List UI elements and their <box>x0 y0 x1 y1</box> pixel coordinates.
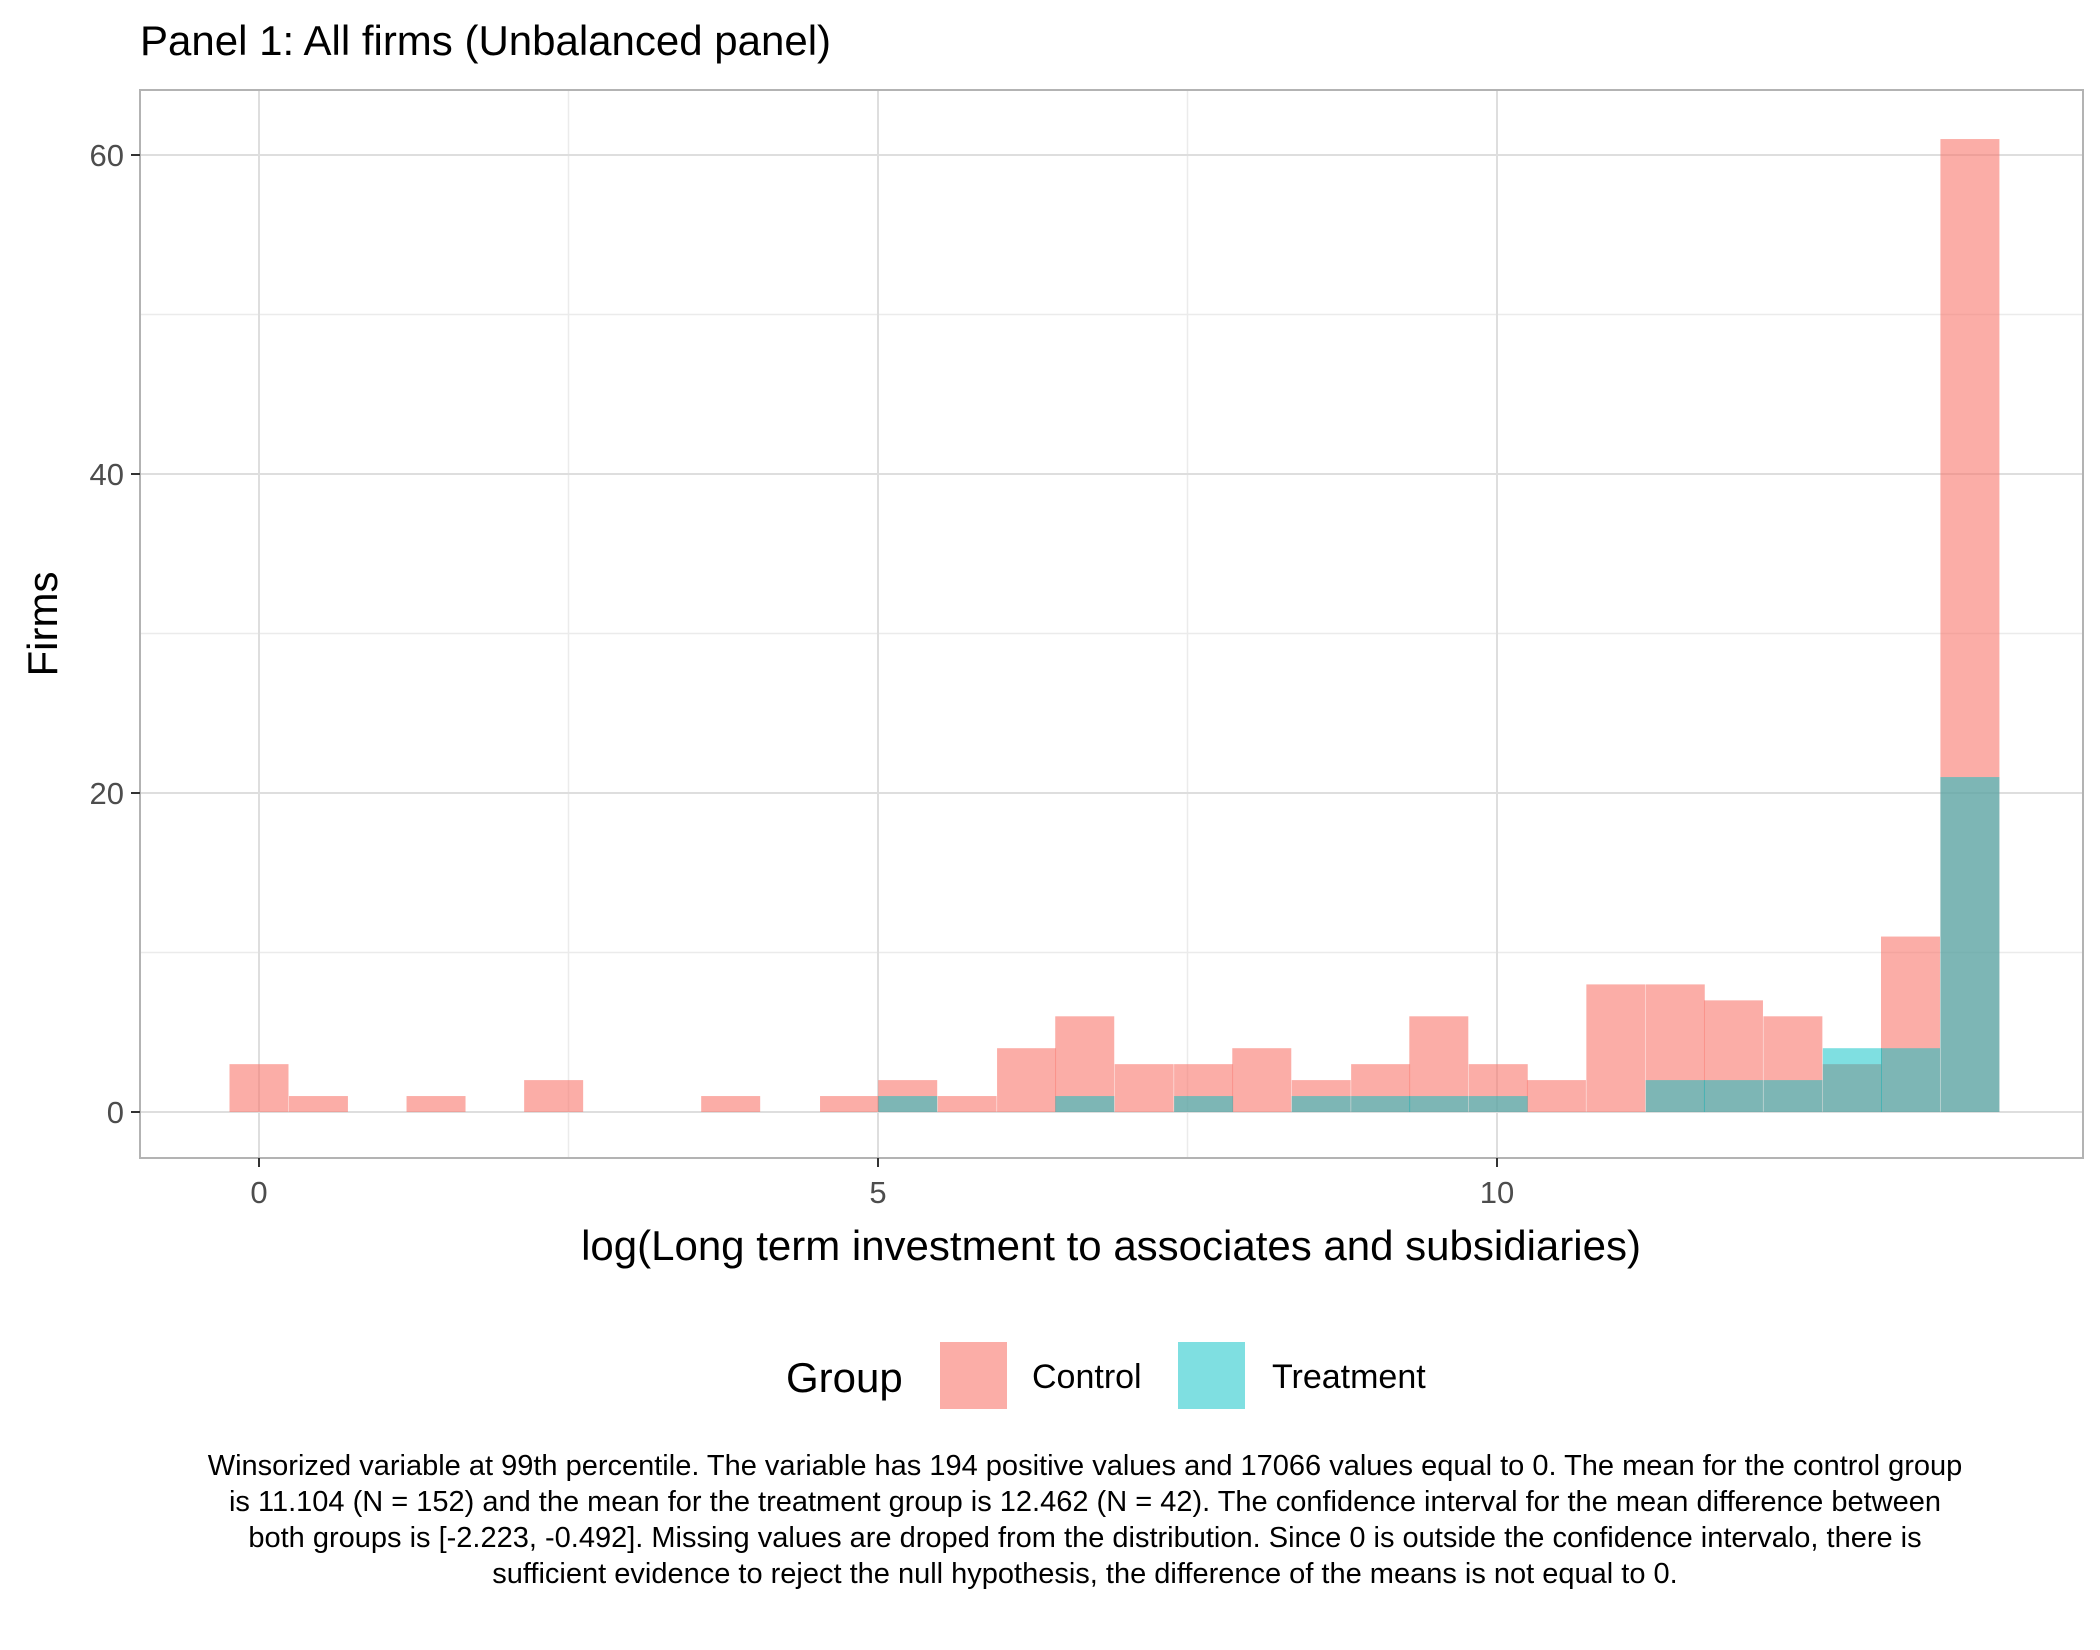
control-bar <box>229 1064 289 1112</box>
control-bar <box>1586 984 1646 1112</box>
control-bar <box>1526 1080 1586 1112</box>
legend-label-control: Control <box>1032 1358 1142 1396</box>
treatment-bar <box>1822 1048 1882 1112</box>
control-bar <box>820 1096 880 1112</box>
treatment-bar <box>1703 1080 1763 1112</box>
x-tick-label: 10 <box>1480 1175 1514 1210</box>
y-tick-label: 0 <box>107 1095 124 1130</box>
treatment-bar <box>1940 777 2000 1112</box>
major-gridlines <box>140 90 2083 1158</box>
chart-title: Panel 1: All firms (Unbalanced panel) <box>140 17 831 64</box>
y-axis-title: Firms <box>19 572 66 677</box>
x-axis-ticks: 0 5 10 <box>250 1158 1514 1210</box>
control-bar <box>524 1080 584 1112</box>
treatment-bar <box>1055 1096 1115 1112</box>
x-axis-title: log(Long term investment to associates a… <box>581 1222 1641 1269</box>
treatment-bar <box>1351 1096 1411 1112</box>
treatment-bar <box>1763 1080 1823 1112</box>
y-tick-label: 20 <box>90 776 124 811</box>
control-bar <box>1232 1048 1292 1112</box>
treatment-bar <box>1880 1048 1940 1112</box>
minor-gridlines <box>140 90 2083 1158</box>
histogram-chart: Panel 1: All firms (Unbalanced panel) 0 5… <box>19 17 2084 1409</box>
control-bar <box>1114 1064 1174 1112</box>
y-axis-ticks: 0 20 40 60 <box>90 138 140 1130</box>
legend-label-treatment: Treatment <box>1272 1358 1426 1396</box>
treatment-bar <box>1645 1080 1705 1112</box>
legend-title: Group <box>786 1354 903 1401</box>
control-bars <box>229 139 2000 1113</box>
control-bar <box>406 1096 466 1112</box>
legend-swatch-control <box>940 1342 1007 1409</box>
control-bar <box>701 1096 761 1112</box>
legend: Group Control Treatment <box>786 1342 1426 1409</box>
chart-caption: Winsorized variable at 99th percentile. … <box>207 1450 1963 1590</box>
panel-border <box>139 89 2084 1159</box>
treatment-bar <box>1468 1096 1528 1112</box>
treatment-bar <box>1174 1096 1234 1112</box>
legend-swatch-treatment <box>1178 1342 1245 1409</box>
x-tick-label: 0 <box>250 1175 267 1210</box>
treatment-bar <box>878 1096 938 1112</box>
treatment-bar <box>1291 1096 1351 1112</box>
control-bar <box>997 1048 1057 1112</box>
control-bar <box>288 1096 348 1112</box>
y-tick-label: 40 <box>90 457 124 492</box>
x-tick-label: 5 <box>869 1175 886 1210</box>
control-bar <box>937 1096 997 1112</box>
treatment-bar <box>1409 1096 1469 1112</box>
treatment-bars <box>878 777 2000 1112</box>
y-tick-label: 60 <box>90 138 124 173</box>
